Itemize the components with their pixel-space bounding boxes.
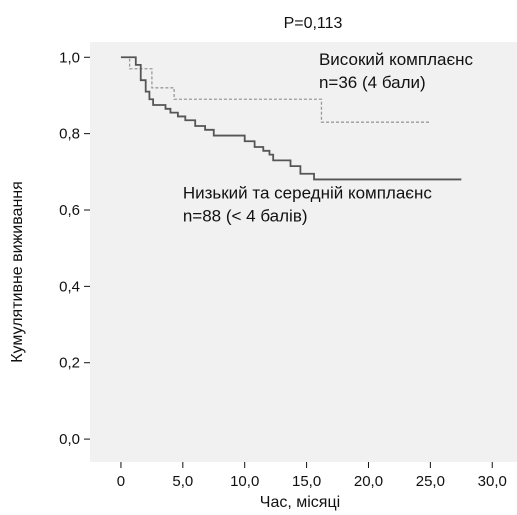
- y-tick-label: 0,0: [59, 431, 80, 448]
- x-tick-label: 20,0: [354, 473, 383, 490]
- x-tick-label: 0: [117, 473, 125, 490]
- annotation-label: n=36 (4 бали): [319, 73, 426, 92]
- plot-area: [90, 42, 517, 462]
- annotation-label: n=88 (< 4 балів): [183, 206, 308, 225]
- y-axis-label: Кумулятивне виживання: [9, 181, 26, 363]
- y-axis: 0,0 0,2 0,4 0,6 0,8 1,0: [59, 49, 90, 448]
- y-tick-label: 0,4: [59, 278, 80, 295]
- x-tick-label: 10,0: [230, 473, 259, 490]
- x-tick-label: 25,0: [416, 473, 445, 490]
- x-tick-label: 30,0: [478, 473, 507, 490]
- annotation-label: Високий комплаєнс: [319, 50, 474, 69]
- series-low-medium-compliance-line: [120, 56, 462, 181]
- annotation-label: Низький та середній комплаєнс: [183, 184, 433, 203]
- chart-title: P=0,113: [284, 15, 343, 32]
- x-tick-label: 15,0: [292, 473, 321, 490]
- x-axis-label: Час, місяці: [260, 494, 340, 511]
- y-tick-label: 0,8: [59, 126, 80, 143]
- x-tick-label: 5,0: [172, 473, 193, 490]
- annotation-layer: Високий комплаєнс n=36 (4 бали) Низький та…: [183, 50, 474, 226]
- y-tick-label: 0,6: [59, 202, 80, 219]
- series-high-compliance-line: [120, 56, 431, 123]
- y-tick-label: 0,2: [59, 355, 80, 372]
- series-layer: [120, 56, 462, 181]
- x-axis: 0 5,0 10,0 15,0 20,0 25,0 30,0: [117, 462, 507, 490]
- y-tick-label: 1,0: [59, 49, 80, 66]
